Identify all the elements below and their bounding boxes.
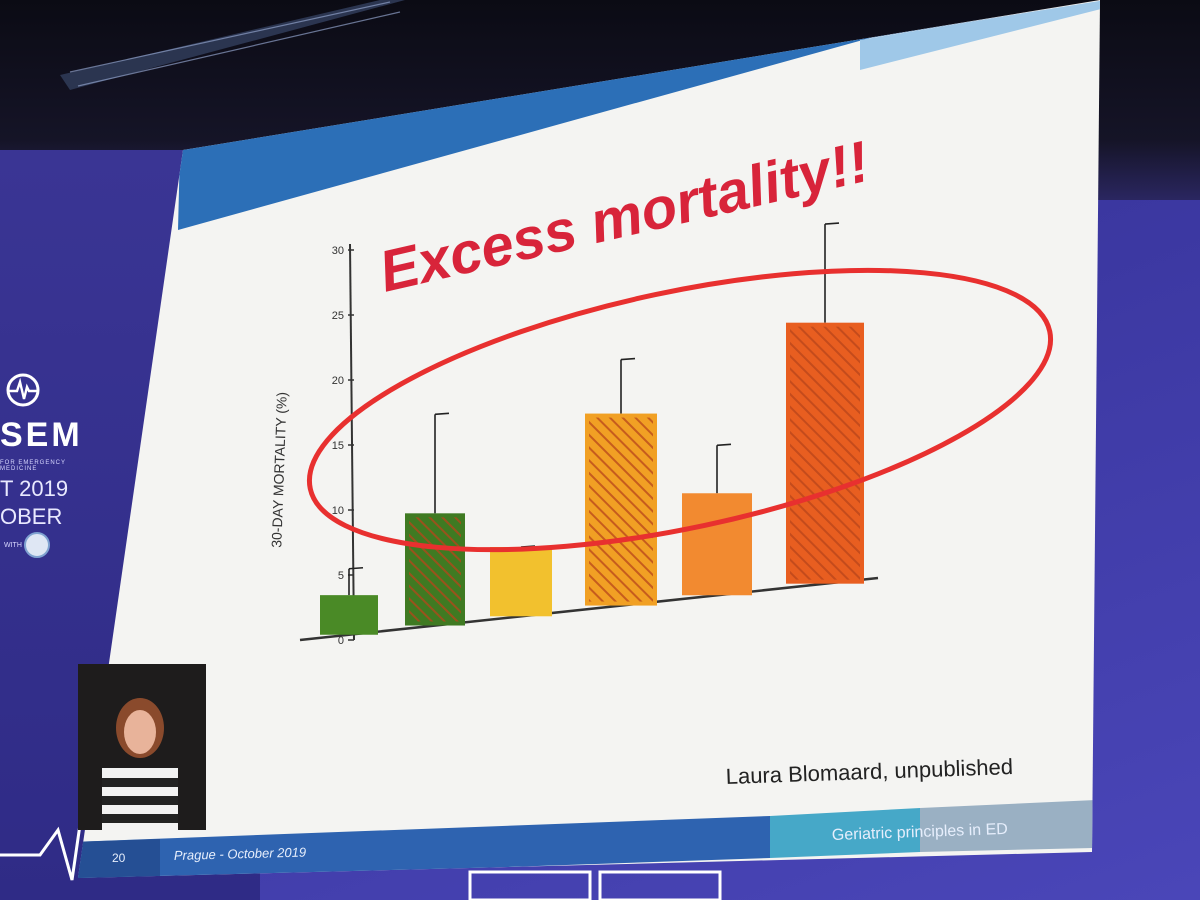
slide-page-box bbox=[78, 839, 160, 878]
bar bbox=[320, 595, 378, 635]
y-tick-label: 25 bbox=[332, 310, 344, 322]
y-tick-label: 5 bbox=[338, 570, 344, 582]
y-axis bbox=[349, 243, 355, 641]
heartbeat-logo-icon bbox=[6, 373, 40, 407]
conference-logo: SEM FOR EMERGENCY MEDICINE T 2019 OBER W… bbox=[0, 372, 80, 572]
bar-hatch bbox=[790, 326, 860, 580]
conference-year: T 2019 bbox=[0, 476, 69, 501]
lighting-truss bbox=[60, 0, 405, 90]
slide-header-accent bbox=[860, 0, 1100, 70]
bar bbox=[490, 546, 552, 617]
partner-seal-icon bbox=[24, 532, 50, 558]
y-tick-label: 10 bbox=[332, 505, 344, 517]
slide-footer-band bbox=[78, 816, 770, 878]
footer-page-number: 20 bbox=[112, 851, 126, 865]
error-bar-cap bbox=[348, 566, 364, 570]
y-axis-label: 30-DAY MORTALITY (%) bbox=[268, 392, 289, 548]
x-axis bbox=[299, 576, 879, 642]
highlight-ellipse bbox=[306, 267, 1054, 553]
y-tick-label: 15 bbox=[332, 440, 344, 452]
speaker-photo bbox=[78, 664, 206, 830]
slide-footer-grey bbox=[920, 800, 1095, 852]
error-bar-cap bbox=[620, 357, 636, 361]
conference-tagline: FOR EMERGENCY MEDICINE bbox=[0, 460, 66, 472]
y-tick-label: 30 bbox=[332, 245, 344, 257]
bar bbox=[682, 493, 752, 596]
y-tick-label: 20 bbox=[332, 375, 344, 387]
error-bar-cap bbox=[824, 222, 840, 225]
mortality-chart: 0 5 10 15 20 25 30 30-DAY MORTALITY (%) bbox=[268, 222, 879, 647]
footer-event: Prague - October 2019 bbox=[174, 845, 307, 863]
error-bar-cap bbox=[434, 412, 450, 416]
footer-section: Geriatric principles in ED bbox=[832, 821, 1009, 844]
bar-hatch bbox=[409, 517, 461, 622]
conference-name: SEM bbox=[0, 416, 83, 454]
conference-month: OBER bbox=[0, 504, 63, 529]
error-bar-cap bbox=[716, 443, 732, 447]
y-tick-label: 0 bbox=[338, 635, 344, 647]
bar-hatch bbox=[589, 417, 653, 602]
slide-footer-teal bbox=[770, 808, 920, 858]
partner-label: WITH bbox=[4, 542, 22, 549]
